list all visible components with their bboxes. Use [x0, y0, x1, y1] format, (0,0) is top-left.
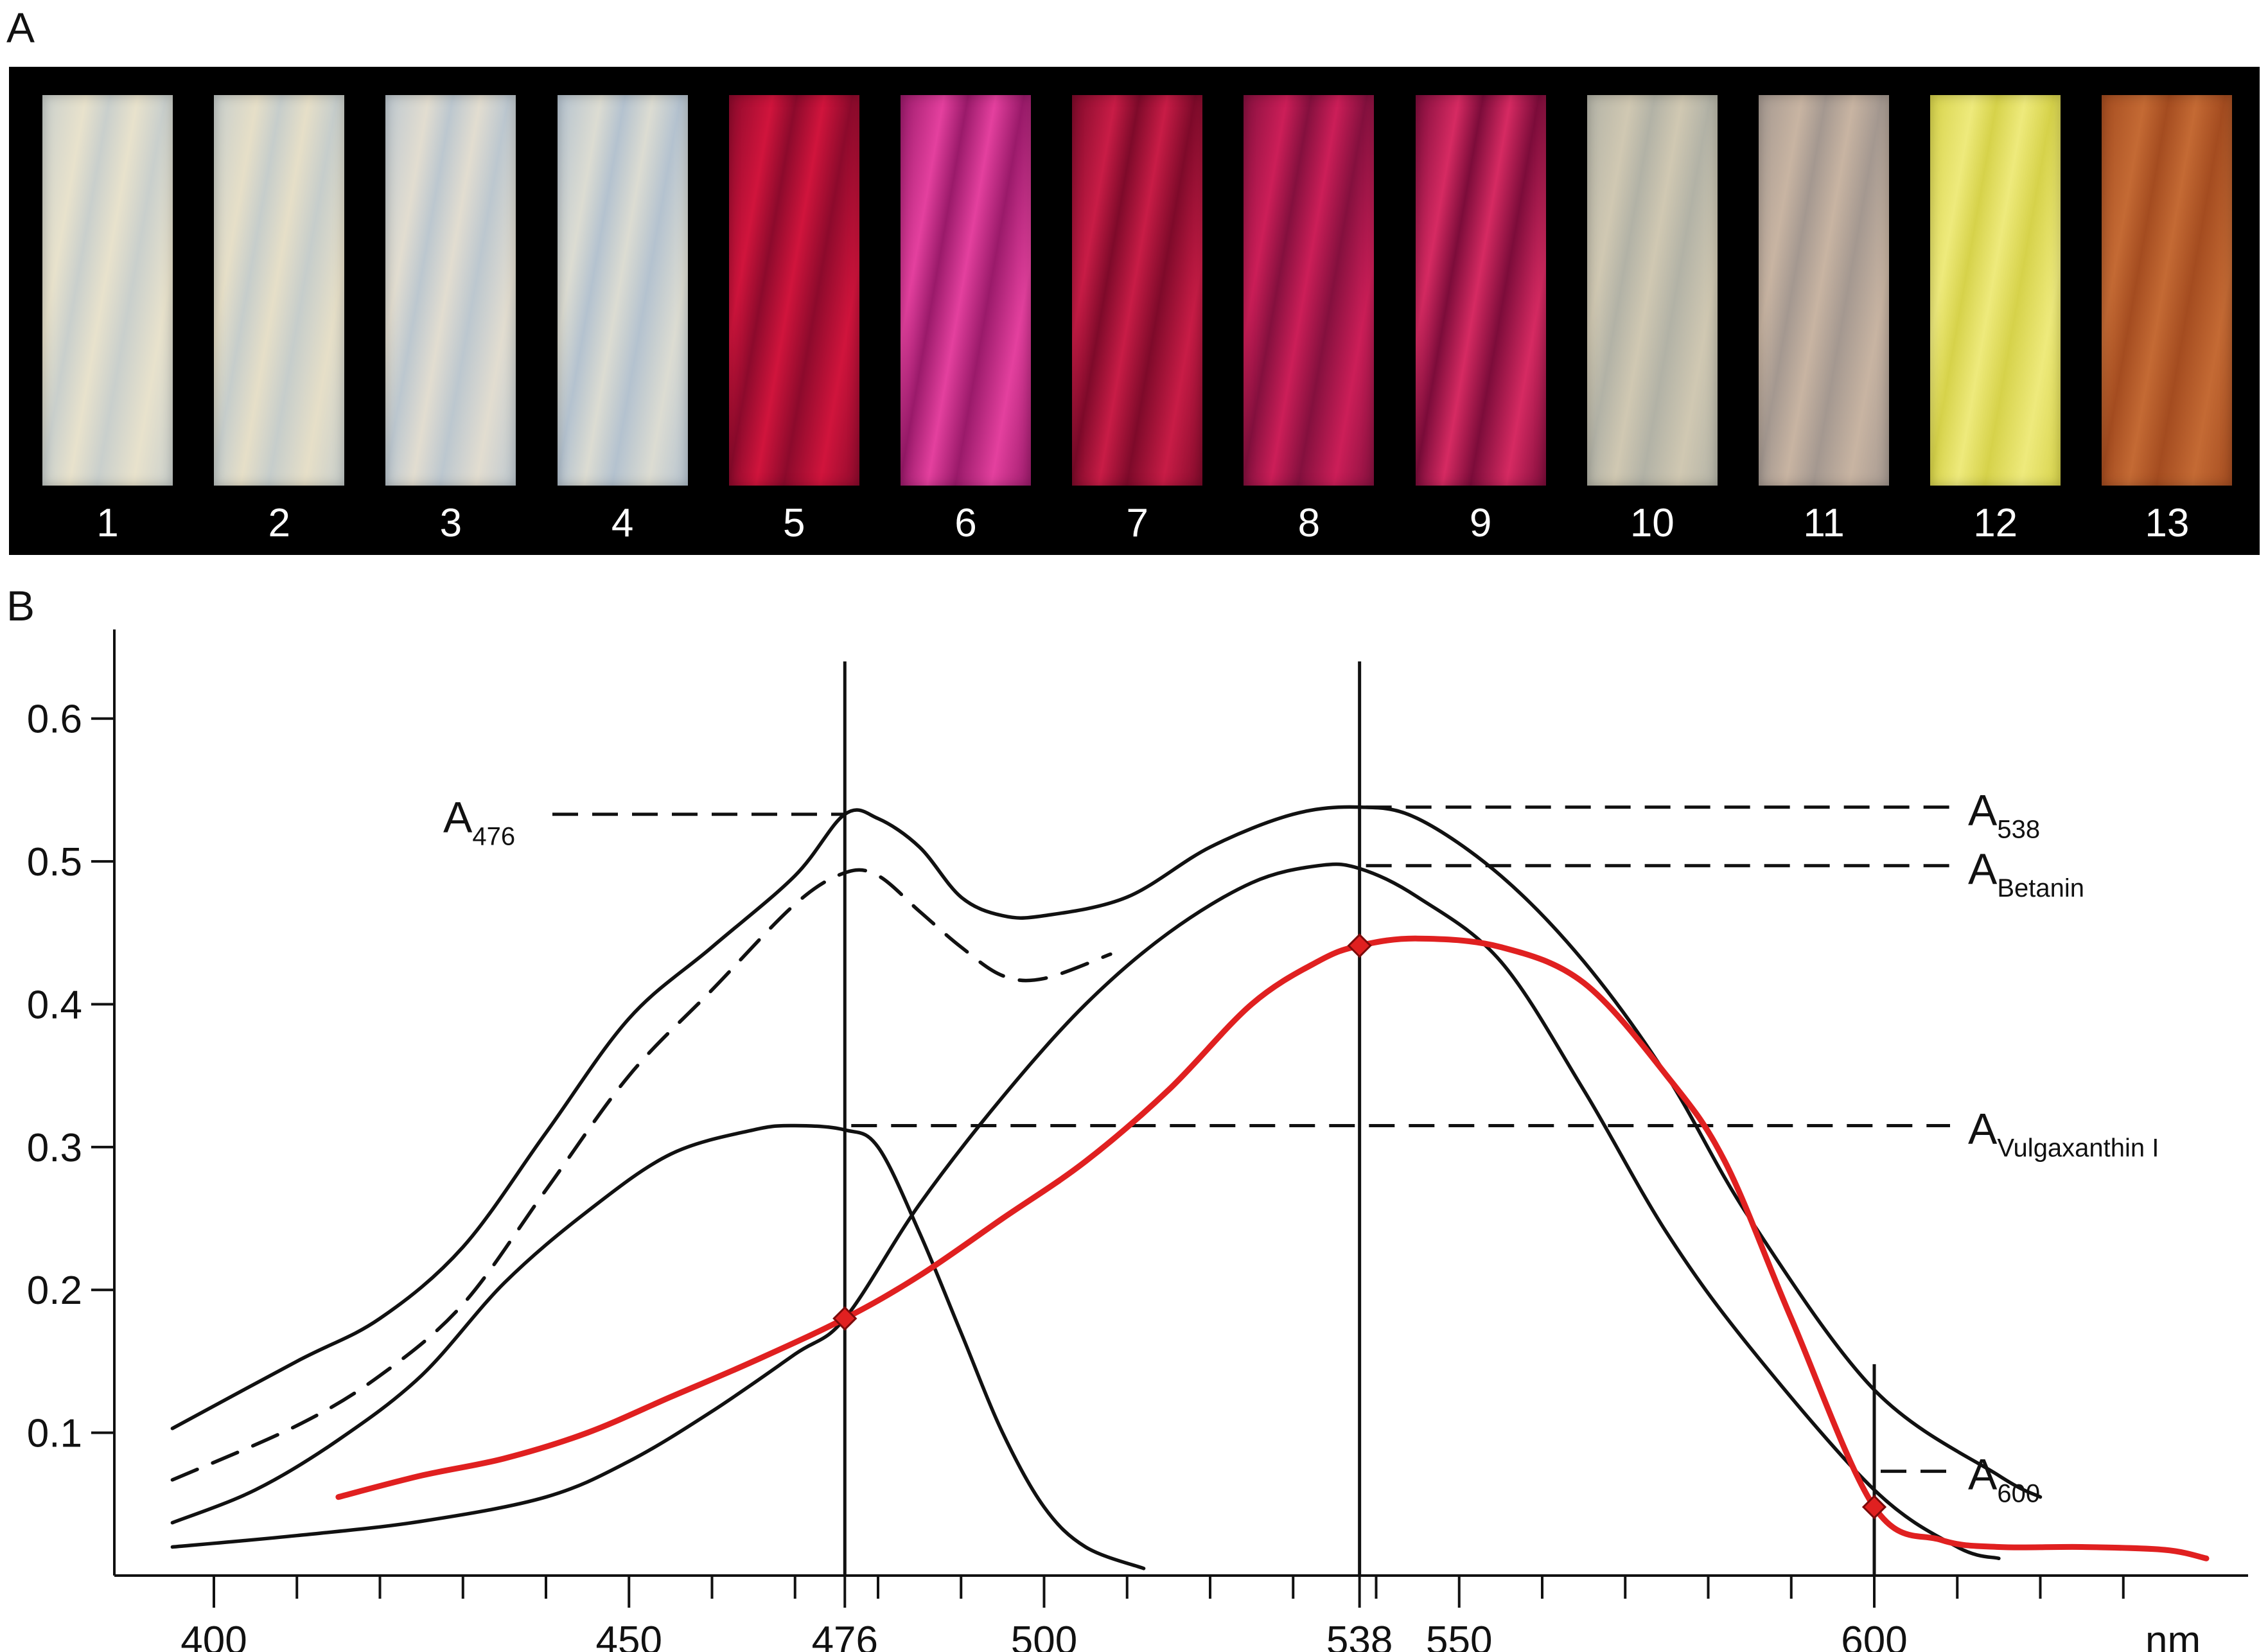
sample-label-11: 11 [1803, 501, 1845, 545]
y-tick-label: 0.3 [27, 1126, 82, 1170]
spectrum-curve-4 [170, 862, 2001, 1561]
panel-label-b: B [6, 582, 35, 629]
annotation-subscript: 538 [1997, 816, 2040, 844]
sample-label-1: 1 [96, 501, 119, 545]
annotation-subscript: Betanin [1997, 874, 2084, 902]
x-tick-label: 476 [812, 1619, 878, 1652]
intersection-point-538 [1347, 933, 1372, 958]
spectra-curves [170, 805, 2210, 1570]
sample-swatch-9 [1415, 95, 1546, 486]
y-tick-label: 0.6 [27, 698, 82, 742]
annotation-base: A [443, 793, 473, 842]
sample-label-5: 5 [783, 501, 805, 545]
sample-swatch-1 [42, 95, 173, 486]
sample-label-8: 8 [1297, 501, 1321, 545]
sample-label-7: 7 [1126, 501, 1148, 545]
y-tick-label: 0.2 [27, 1269, 82, 1313]
spectrum-curve-5 [335, 935, 2210, 1561]
annotation-label: ABetanin [1968, 845, 2084, 902]
axes [91, 629, 2248, 1608]
annotation-base: A [1968, 1450, 1998, 1499]
sample-swatch-11 [1759, 95, 1889, 486]
axis-labels: 0.1 0.2 0.3 0.4 0.5 0.6 400 450 476 500 538 550 600 n… [27, 698, 2201, 1652]
sample-swatch-3 [385, 95, 516, 486]
y-tick-label: 0.5 [27, 840, 82, 884]
spectrum-curve-2 [170, 868, 1112, 1482]
sample-label-13: 13 [2145, 501, 2190, 545]
annotation-label: A600 [1968, 1450, 2040, 1508]
annotation-subscript: 476 [472, 823, 515, 851]
sample-swatch-5 [728, 95, 859, 486]
intersection-point-476 [832, 1306, 857, 1331]
sample-strip: 1 2 3 4 5 6 7 8 9 10 11 12 13 [9, 67, 2260, 555]
annotation-subscript: 600 [1997, 1480, 2040, 1508]
sample-swatch-12 [1930, 95, 2061, 486]
x-tick-label: 538 [1326, 1619, 1393, 1652]
sample-label-12: 12 [1973, 501, 2018, 545]
sample-label-6: 6 [954, 501, 977, 545]
sample-swatch-8 [1244, 95, 1375, 486]
sample-swatch-2 [214, 95, 345, 486]
x-axis-unit: nm [2145, 1619, 2201, 1652]
annotation-base: A [1968, 845, 1998, 893]
sample-swatch-4 [557, 95, 688, 486]
sample-swatch-6 [901, 95, 1031, 486]
vertical-markers [843, 661, 1876, 1576]
y-tick-label: 0.4 [27, 983, 82, 1027]
x-tick-label: 600 [1841, 1619, 1907, 1652]
intersection-point-600 [1861, 1495, 1887, 1520]
intersection-points [832, 933, 1887, 1520]
spectrum-curve-1 [170, 805, 2043, 1499]
x-tick-label: 550 [1426, 1619, 1492, 1652]
x-tick-label: 500 [1011, 1619, 1077, 1652]
sample-swatch-7 [1072, 95, 1203, 486]
panel-label-a: A [6, 4, 35, 51]
sample-label-3: 3 [439, 501, 462, 545]
annotation-label: A476 [443, 793, 515, 851]
annotation-label: A538 [1968, 786, 2040, 844]
y-tick-label: 0.1 [27, 1412, 82, 1456]
annotation-base: A [1968, 1105, 1998, 1154]
x-tick-label: 400 [180, 1619, 247, 1652]
sample-label-4: 4 [611, 501, 634, 545]
spectrum-curve-3 [170, 1123, 1146, 1570]
sample-label-2: 2 [268, 501, 290, 545]
annotation-lines [552, 805, 1950, 1473]
sample-label-10: 10 [1630, 501, 1675, 545]
annotation-label: AVulgaxanthin I [1968, 1105, 2159, 1163]
sample-swatch-13 [2102, 95, 2233, 486]
x-tick-label: 450 [596, 1619, 662, 1652]
sample-label-9: 9 [1469, 501, 1492, 545]
absorbance-chart: 0.1 0.2 0.3 0.4 0.5 0.6 400 450 476 500 538 550 600 n… [27, 629, 2248, 1652]
sample-swatch-10 [1587, 95, 1718, 486]
annotation-base: A [1968, 786, 1998, 835]
annotation-subscript: Vulgaxanthin I [1997, 1134, 2159, 1163]
